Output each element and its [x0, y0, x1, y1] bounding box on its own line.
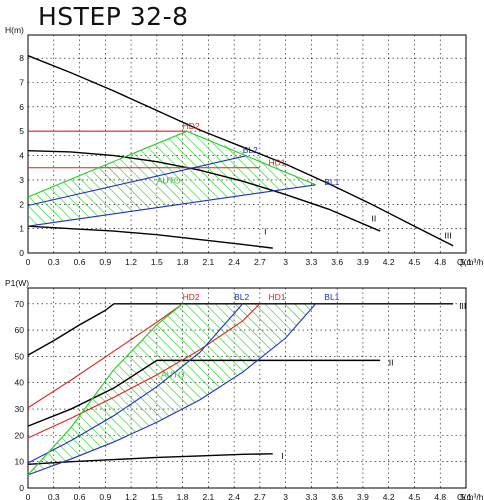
curve-label-i: I — [281, 451, 283, 461]
series-line-auto — [27, 303, 183, 476]
power-chart: 0 0.3 0.6 0.9 1.2 1.5 1.8 2.1 2.4 2.7 3 3.3 3.6 3.9 4.… — [5, 278, 484, 500]
page-title: HSTEP 32-8 — [38, 2, 189, 31]
x-tick-label: 2.4 — [228, 257, 240, 267]
curve-label-auto: AUTO — [157, 176, 181, 186]
x-tick-label: 4.2 — [383, 492, 395, 500]
series-line-bl2 — [27, 155, 248, 207]
x-tick-label: 3 — [283, 492, 288, 500]
y-tick-label: 0 — [19, 483, 24, 493]
series-line-ii — [27, 149, 381, 232]
x-tick-label: 3.6 — [331, 257, 343, 267]
curve-label-bl2: BL2 — [234, 292, 249, 302]
y-axis-label: P1(W) — [5, 278, 29, 288]
series-line-hd1 — [27, 303, 261, 439]
y-tick-label: 60 — [15, 325, 25, 335]
y-tick-label: 50 — [15, 351, 25, 361]
curve-label-bl2: BL2 — [243, 145, 258, 155]
x-tick-label: 1.8 — [177, 492, 189, 500]
y-tick-label: 0 — [19, 248, 24, 258]
x-tick-label: 3.9 — [357, 492, 369, 500]
y-tick-label: 4 — [19, 151, 24, 161]
x-tick-label: 3.3 — [305, 257, 317, 267]
x-tick-label: 3.3 — [305, 492, 317, 500]
y-tick-label: 1 — [19, 224, 24, 234]
curve-label-iii: III — [445, 230, 452, 240]
y-tick-label: 3 — [19, 175, 24, 185]
curve-label-ii: II — [372, 213, 377, 223]
x-tick-label: 4.8 — [434, 257, 446, 267]
x-tick-label: 0.6 — [74, 492, 86, 500]
x-tick-label: 2.7 — [254, 492, 266, 500]
x-tick-label: 4.5 — [409, 257, 421, 267]
series-line-i — [27, 225, 273, 249]
head-chart: 0 0.3 0.6 0.9 1.2 1.5 1.8 2.1 2.4 2.7 3 3.3 3.6 3.9 4.… — [5, 25, 484, 267]
x-axis-label: Q(m³/h) — [457, 492, 484, 500]
y-tick-label: 7 — [19, 77, 24, 87]
x-tick-label: 4.2 — [383, 257, 395, 267]
x-tick-label: 2.1 — [202, 492, 214, 500]
curve-label-hd2: HD2 — [183, 121, 200, 131]
x-tick-label: 3 — [283, 257, 288, 267]
series-line-iii — [27, 303, 454, 356]
series-line-bl2 — [27, 303, 244, 464]
x-tick-label: 2.1 — [202, 257, 214, 267]
y-tick-label: 40 — [15, 378, 25, 388]
series-line-bl1 — [27, 184, 316, 227]
curve-label-hd2: HD2 — [183, 292, 200, 302]
series-line-auto — [27, 130, 316, 198]
curve-label-bl1: BL1 — [324, 292, 339, 302]
curve-label-hd1: HD1 — [268, 157, 285, 167]
series-line-iii — [27, 55, 454, 247]
x-tick-label: 2.7 — [254, 257, 266, 267]
curve-label-iii: III — [459, 301, 466, 311]
curve-label-i: I — [264, 227, 266, 237]
curve-label-hd1: HD1 — [268, 292, 285, 302]
x-tick-label: 4.8 — [434, 492, 446, 500]
x-tick-label: 0 — [26, 257, 31, 267]
x-tick-label: 2.4 — [228, 492, 240, 500]
y-tick-label: 10 — [15, 457, 25, 467]
x-tick-label: 1.8 — [177, 257, 189, 267]
curve-label-ii: II — [389, 358, 394, 368]
y-tick-label: 20 — [15, 430, 25, 440]
y-tick-label: 5 — [19, 126, 24, 136]
series-line-bl1 — [27, 303, 317, 476]
plot-frame — [27, 287, 467, 489]
series-line-hd2 — [27, 303, 183, 409]
y-tick-label: 6 — [19, 102, 24, 112]
x-tick-label: 3.6 — [331, 492, 343, 500]
series-line-i — [27, 453, 273, 466]
x-tick-label: 0.3 — [48, 492, 60, 500]
x-tick-label: 0.9 — [99, 257, 111, 267]
curve-label-bl1: BL1 — [324, 177, 339, 187]
curve-label-auto: AUTO — [161, 369, 185, 379]
x-tick-label: 0.3 — [48, 257, 60, 267]
x-axis-label: Q(m³/h) — [457, 257, 484, 267]
x-tick-label: 5.1 — [460, 492, 472, 500]
y-tick-label: 30 — [15, 404, 25, 414]
x-tick-label: 5.1 — [460, 257, 472, 267]
y-axis-label: H(m) — [5, 25, 24, 35]
y-tick-label: 2 — [19, 199, 24, 209]
x-tick-label: 0 — [26, 492, 31, 500]
x-tick-label: 0.6 — [74, 257, 86, 267]
series-line-ii — [27, 359, 381, 427]
x-tick-label: 1.5 — [151, 257, 163, 267]
auto-region — [28, 303, 316, 475]
x-tick-label: 0.9 — [99, 492, 111, 500]
x-tick-label: 3.9 — [357, 257, 369, 267]
x-tick-label: 4.5 — [409, 492, 421, 500]
plot-frame — [27, 34, 467, 254]
y-tick-label: 8 — [19, 53, 24, 63]
x-tick-label: 1.2 — [125, 492, 137, 500]
x-tick-label: 1.2 — [125, 257, 137, 267]
y-tick-label: 70 — [15, 299, 25, 309]
x-tick-label: 1.5 — [151, 492, 163, 500]
